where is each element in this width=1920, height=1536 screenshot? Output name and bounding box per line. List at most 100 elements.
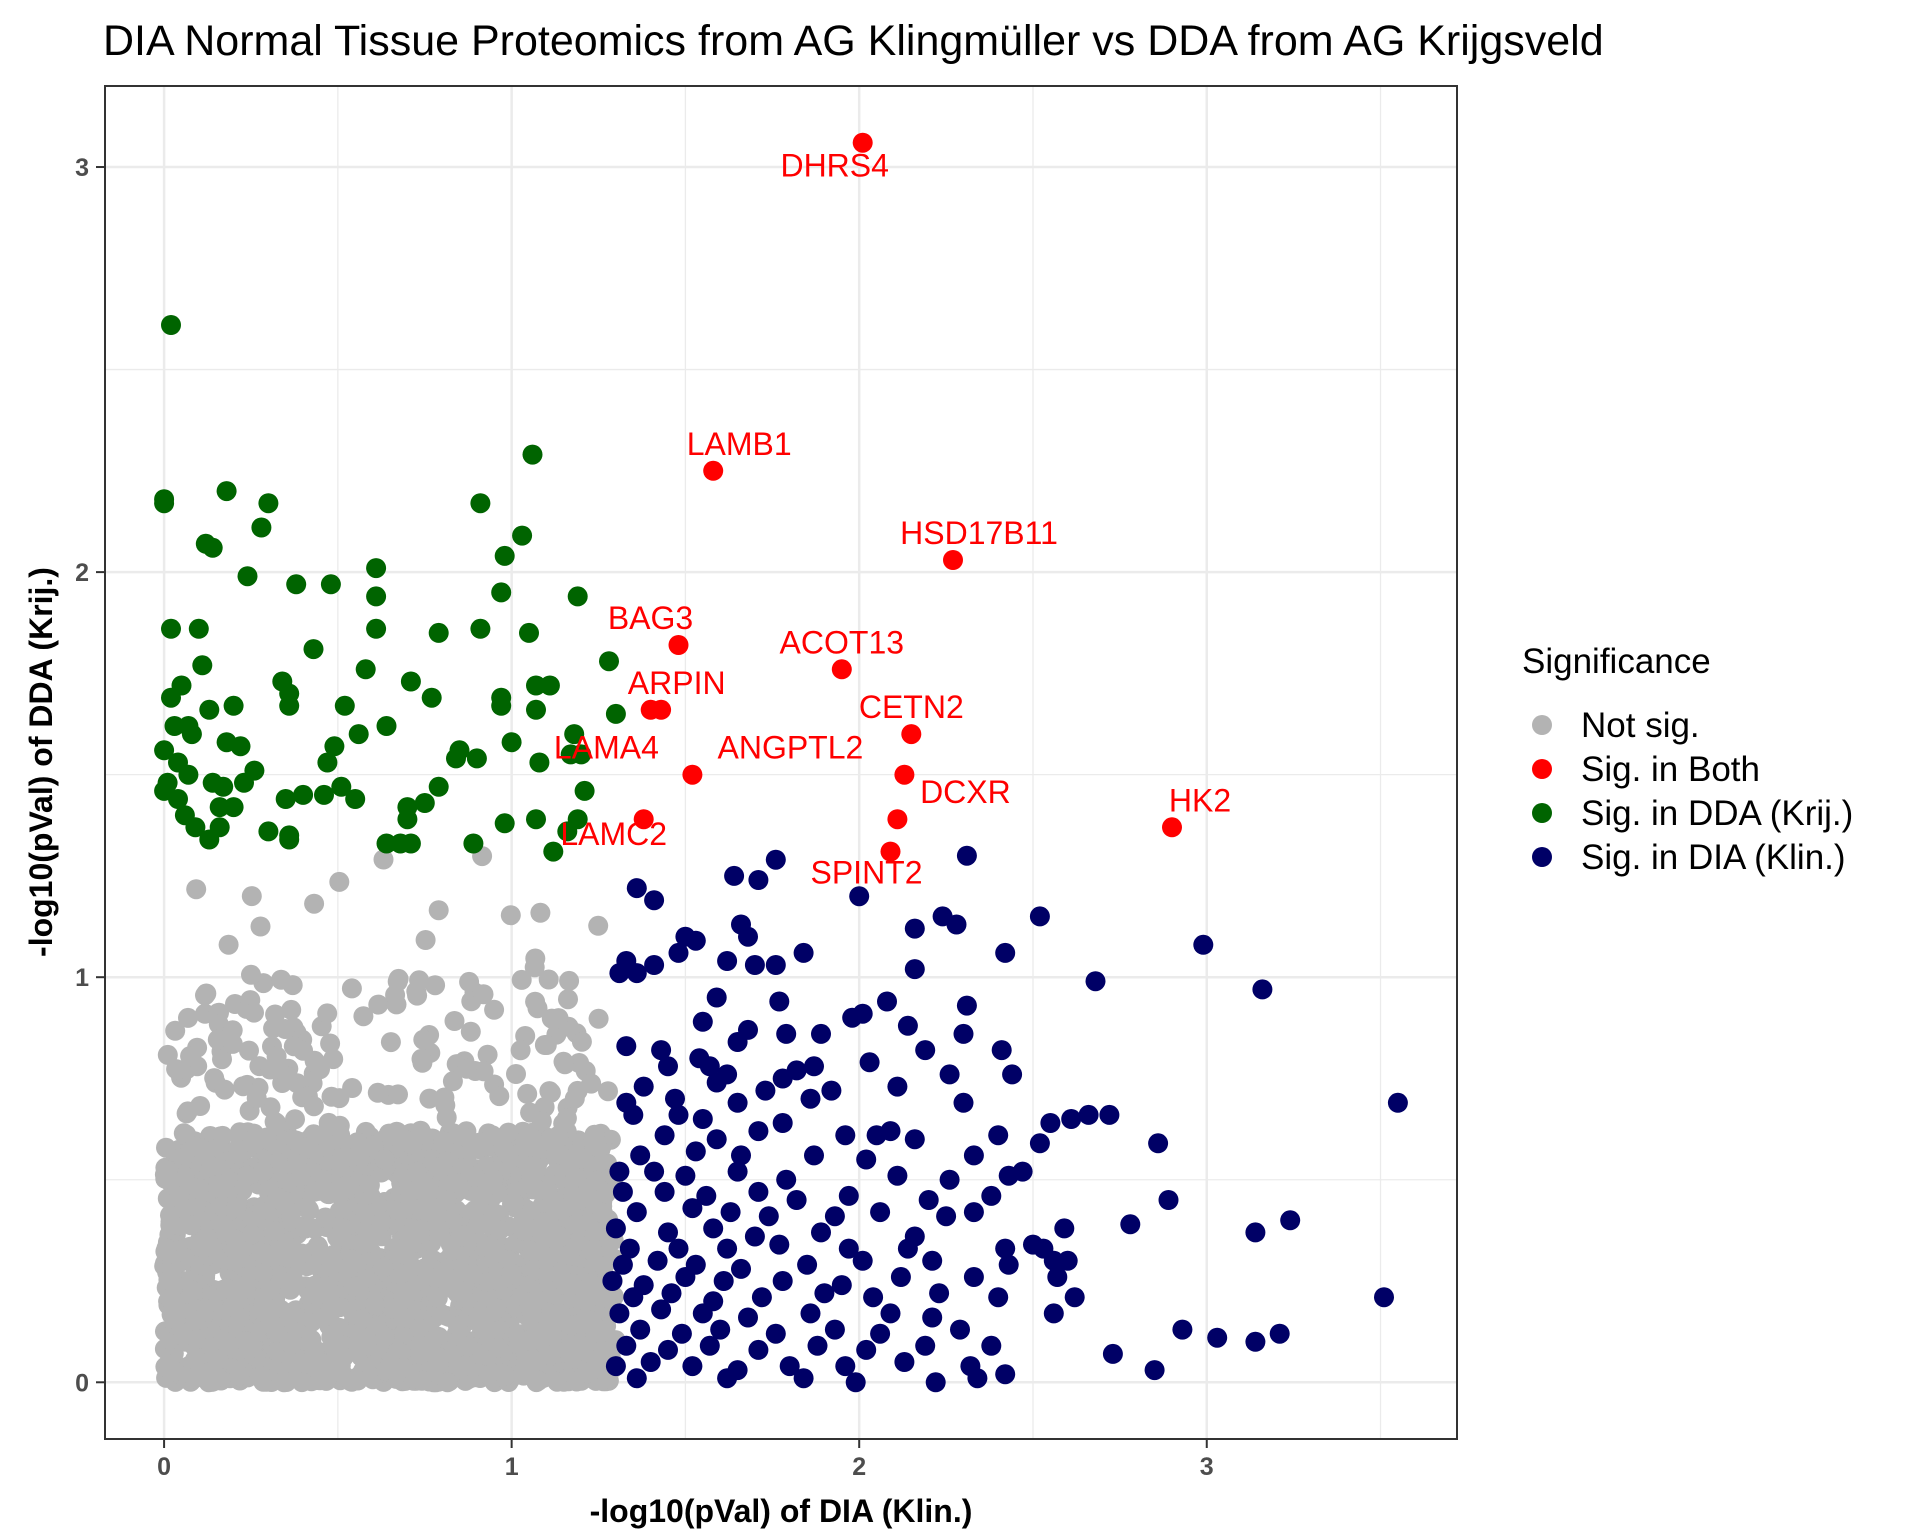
not-sig-point xyxy=(344,1252,365,1273)
legend-swatch xyxy=(1532,803,1552,823)
not-sig-point xyxy=(184,1349,205,1370)
sig-dia-point xyxy=(1120,1214,1141,1235)
sig-dia-point xyxy=(1387,1092,1408,1113)
not-sig-point xyxy=(483,1203,503,1224)
sig-dia-point xyxy=(800,1088,821,1109)
not-sig-point xyxy=(244,1002,264,1023)
not-sig-point xyxy=(329,1088,350,1109)
sig-dda-point xyxy=(519,622,539,643)
not-sig-point xyxy=(450,1225,471,1246)
sig-dia-point xyxy=(738,926,758,947)
sig-dda-point xyxy=(154,740,175,761)
sig-dia-point xyxy=(1064,1287,1085,1308)
sig-dda-point xyxy=(279,695,300,716)
not-sig-point xyxy=(565,1167,585,1188)
x-axis-title: -log10(pVal) of DIA (Klin.) xyxy=(590,1493,973,1529)
y-tick-label: 0 xyxy=(75,1369,89,1397)
sig-dia-point xyxy=(626,878,647,899)
not-sig-point xyxy=(348,1276,369,1297)
not-sig-point xyxy=(425,975,446,996)
not-sig-point xyxy=(229,1365,250,1386)
sig-dia-point xyxy=(644,890,665,911)
sig-dia-point xyxy=(953,1092,974,1113)
sig-dia-point xyxy=(612,1254,633,1275)
sig-both-point xyxy=(831,659,852,680)
sig-dda-point xyxy=(543,841,564,862)
not-sig-point xyxy=(525,948,546,969)
sig-dia-point xyxy=(804,1145,824,1166)
sig-dia-point xyxy=(956,995,977,1016)
not-sig-point xyxy=(241,886,262,907)
axes: 0 1 2 3 0 1 2 3 xyxy=(75,154,1214,1481)
sig-dia-point xyxy=(1085,971,1106,992)
legend-swatch xyxy=(1532,715,1552,735)
sig-dda-point xyxy=(161,687,181,708)
not-sig-point xyxy=(389,1123,410,1144)
sig-dia-point xyxy=(758,1206,779,1227)
sig-dia-point xyxy=(626,1368,647,1389)
sig-dia-point xyxy=(1193,934,1214,955)
not-sig-point xyxy=(472,1134,493,1154)
sig-dia-point xyxy=(995,1364,1016,1385)
sig-both-point xyxy=(651,699,672,720)
sig-dia-point xyxy=(786,1060,807,1081)
sig-both-point xyxy=(894,764,915,785)
sig-dda-point xyxy=(334,695,355,716)
not-sig-point xyxy=(581,1240,602,1261)
sig-dia-point xyxy=(963,1267,984,1287)
sig-dia-point xyxy=(724,865,745,886)
sig-dia-point xyxy=(852,1003,873,1024)
not-sig-point xyxy=(456,1058,477,1079)
not-sig-point xyxy=(576,1290,597,1311)
not-sig-point xyxy=(424,1327,445,1347)
sig-dda-point xyxy=(345,789,366,809)
sig-dda-point xyxy=(522,444,543,465)
sig-dia-point xyxy=(988,1125,1009,1146)
sig-dia-point xyxy=(1040,1113,1061,1133)
sig-dia-point xyxy=(699,1056,720,1077)
sig-dia-point xyxy=(849,886,870,907)
sig-dia-point xyxy=(779,1356,800,1377)
not-sig-point xyxy=(321,1327,342,1347)
sig-dia-point xyxy=(880,1121,901,1142)
not-sig-point xyxy=(473,1061,494,1082)
sig-dda-point xyxy=(512,525,533,546)
sig-dda-point xyxy=(324,736,345,757)
not-sig-point xyxy=(157,1044,178,1065)
gene-label: DHRS4 xyxy=(780,148,888,184)
sig-dia-point xyxy=(748,1339,769,1360)
not-sig-point xyxy=(281,999,302,1020)
sig-dda-point xyxy=(571,744,592,765)
sig-dia-point xyxy=(856,1149,877,1170)
not-sig-point xyxy=(559,970,580,991)
sig-dda-point xyxy=(303,639,324,660)
not-sig-point xyxy=(233,1076,254,1097)
not-sig-point xyxy=(462,1263,483,1284)
not-sig-point xyxy=(290,1166,311,1187)
gene-label: ANGPTL2 xyxy=(717,730,863,766)
not-sig-point xyxy=(540,1345,561,1366)
not-sig-point xyxy=(415,930,436,950)
sig-dia-point xyxy=(988,1287,1009,1308)
not-sig-point xyxy=(180,1046,201,1067)
not-sig-point xyxy=(252,1366,273,1387)
sig-dia-point xyxy=(682,1356,703,1377)
sig-dia-point xyxy=(661,1283,682,1304)
sig-dda-point xyxy=(491,695,512,716)
sig-both-point xyxy=(943,550,963,570)
sig-dia-point xyxy=(824,1319,845,1340)
not-sig-point xyxy=(448,1173,469,1194)
sig-dda-point xyxy=(400,833,421,854)
not-sig-point xyxy=(388,968,409,989)
not-sig-point xyxy=(190,1096,211,1116)
y-axis-title: -log10(pVal) of DDA (Krij.) xyxy=(23,567,59,957)
not-sig-point xyxy=(207,1029,228,1050)
sig-dia-point xyxy=(1012,1161,1033,1182)
sig-dia-point xyxy=(915,1040,936,1061)
sig-dda-point xyxy=(320,574,341,595)
sig-dia-point xyxy=(738,1307,758,1328)
not-sig-point xyxy=(478,1365,499,1385)
not-sig-point xyxy=(501,1263,522,1284)
not-sig-point xyxy=(511,969,532,990)
not-sig-point xyxy=(222,1033,243,1054)
